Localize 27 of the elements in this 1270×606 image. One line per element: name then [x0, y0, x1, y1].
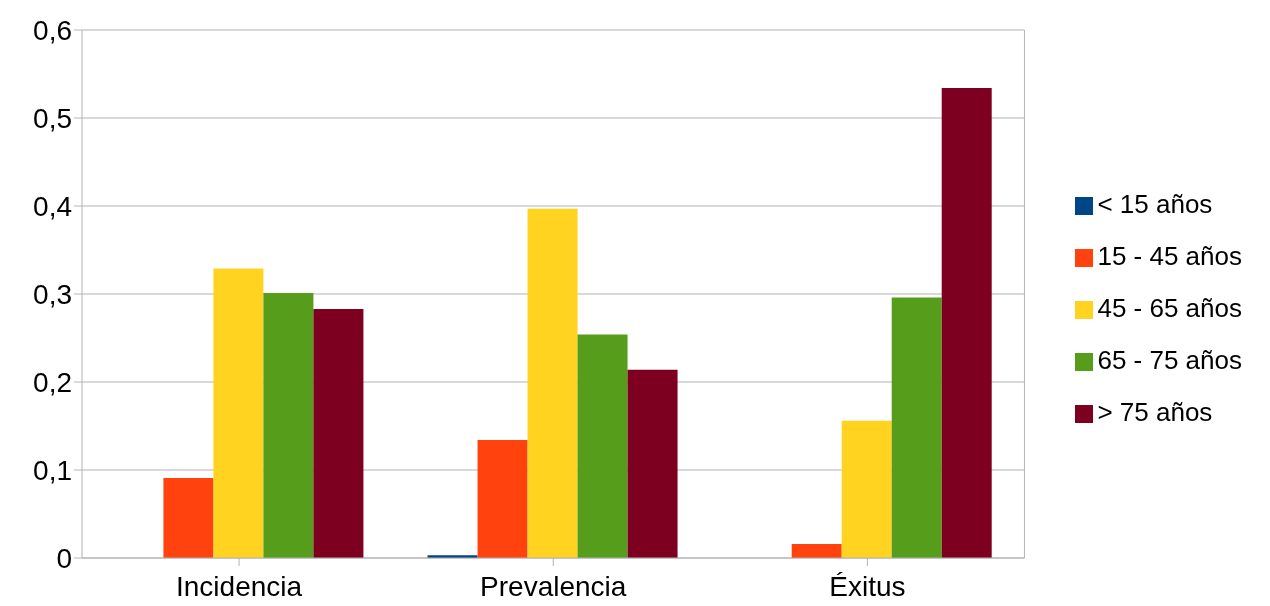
legend-label: 15 - 45 años [1097, 241, 1242, 271]
legend-label: < 15 años [1097, 189, 1213, 219]
bar [477, 440, 528, 558]
y-tick-label: 0,3 [33, 278, 72, 310]
y-tick-label: 0 [56, 542, 72, 574]
bar [313, 308, 364, 558]
legend-label: 45 - 65 años [1097, 293, 1242, 323]
bar [577, 334, 628, 558]
bar [841, 420, 892, 558]
bar [791, 543, 842, 558]
x-tick-label: Prevalencia [480, 570, 627, 602]
bar [263, 293, 314, 558]
y-tick-label: 0,5 [33, 102, 72, 134]
bar [891, 297, 942, 558]
y-tick-label: 0,6 [33, 14, 72, 46]
y-tick-label: 0,1 [33, 454, 72, 486]
bar [163, 477, 214, 558]
legend-label: > 75 años [1097, 397, 1213, 427]
x-tick-label: Incidencia [176, 570, 303, 602]
bar [213, 268, 264, 558]
bar [941, 88, 992, 558]
bar [627, 369, 678, 558]
legend-label: 65 - 75 años [1097, 345, 1242, 375]
y-tick-label: 0,4 [33, 190, 72, 222]
x-tick-label: Éxitus [829, 570, 906, 602]
bar [527, 208, 578, 558]
y-tick-label: 0,2 [33, 366, 72, 398]
